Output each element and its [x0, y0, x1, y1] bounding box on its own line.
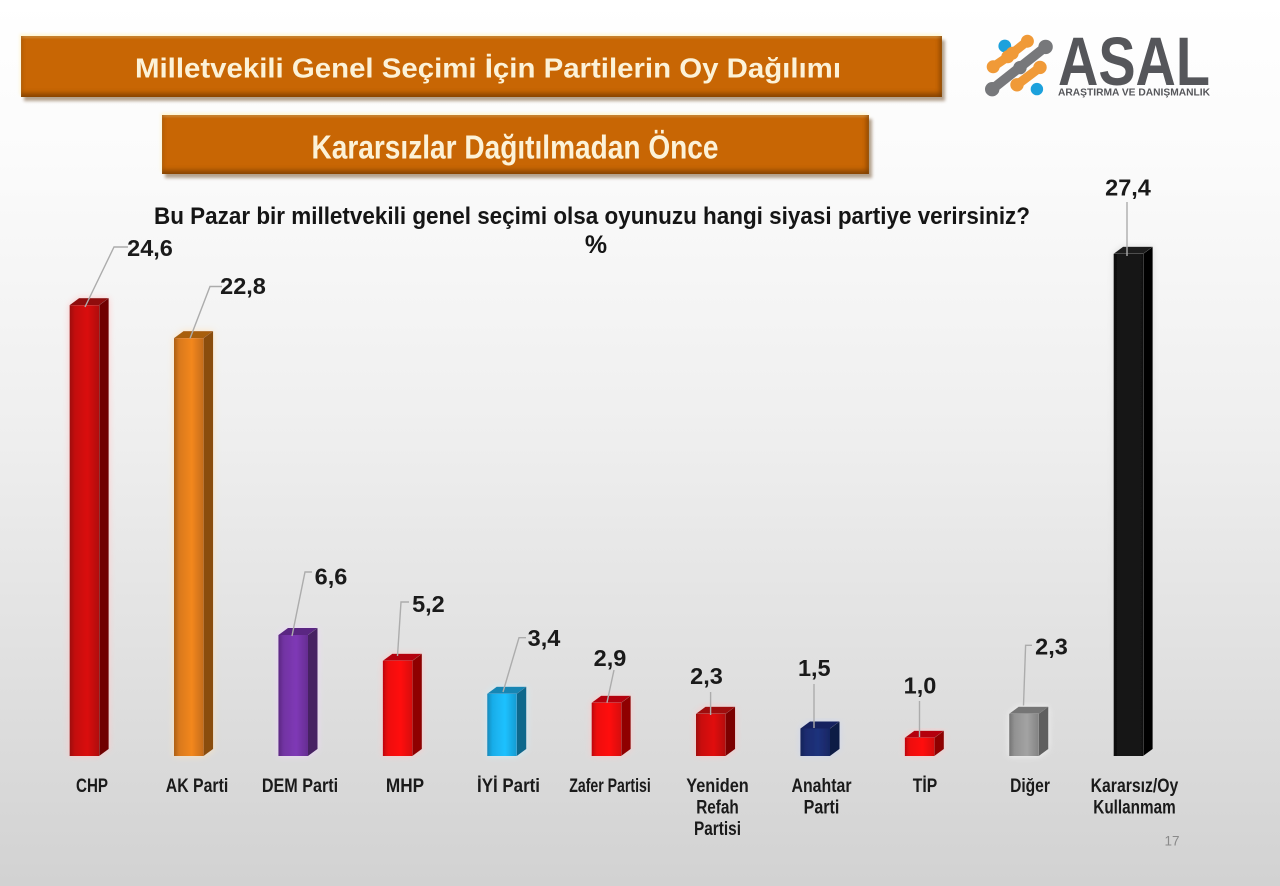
svg-text:ARAŞTIRMA VE DANIŞMANLIK: ARAŞTIRMA VE DANIŞMANLIK — [1058, 87, 1210, 99]
svg-text:DEM Parti: DEM Parti — [262, 776, 338, 797]
svg-text:Kararsızlar Dağıtılmadan Önce: Kararsızlar Dağıtılmadan Önce — [312, 129, 719, 166]
svg-text:%: % — [585, 231, 607, 259]
svg-text:İYİ Parti: İYİ Parti — [477, 776, 540, 797]
svg-text:2,3: 2,3 — [1035, 634, 1068, 660]
svg-text:Kullanmam: Kullanmam — [1093, 798, 1175, 819]
svg-text:TİP: TİP — [913, 776, 938, 797]
svg-text:Parti: Parti — [804, 798, 840, 819]
svg-text:CHP: CHP — [76, 776, 108, 797]
svg-text:2,9: 2,9 — [594, 645, 627, 671]
svg-text:Yeniden: Yeniden — [686, 776, 749, 797]
svg-text:1,5: 1,5 — [798, 655, 831, 681]
svg-text:MHP: MHP — [386, 776, 424, 797]
svg-text:Diğer: Diğer — [1010, 776, 1050, 797]
svg-text:6,6: 6,6 — [315, 564, 348, 590]
svg-text:22,8: 22,8 — [220, 273, 266, 299]
svg-text:24,6: 24,6 — [127, 235, 173, 261]
svg-text:Anahtar: Anahtar — [792, 776, 852, 797]
svg-text:Partisi: Partisi — [694, 819, 741, 840]
svg-text:ASAL: ASAL — [1058, 23, 1210, 100]
svg-text:Bu Pazar bir milletvekili gene: Bu Pazar bir milletvekili genel seçimi o… — [154, 203, 1030, 230]
svg-text:5,2: 5,2 — [412, 591, 445, 617]
svg-text:1,0: 1,0 — [904, 673, 937, 699]
svg-text:Kararsız/Oy: Kararsız/Oy — [1091, 776, 1179, 797]
svg-text:27,4: 27,4 — [1105, 175, 1151, 201]
svg-text:3,4: 3,4 — [528, 625, 561, 651]
svg-text:AK Parti: AK Parti — [166, 776, 229, 797]
svg-text:Refah: Refah — [696, 798, 739, 819]
svg-text:Zafer Partisi: Zafer Partisi — [569, 776, 651, 797]
svg-text:Milletvekili Genel Seçimi İçin: Milletvekili Genel Seçimi İçin Partileri… — [135, 53, 841, 84]
svg-text:17: 17 — [1164, 834, 1179, 849]
svg-text:2,3: 2,3 — [690, 663, 723, 689]
